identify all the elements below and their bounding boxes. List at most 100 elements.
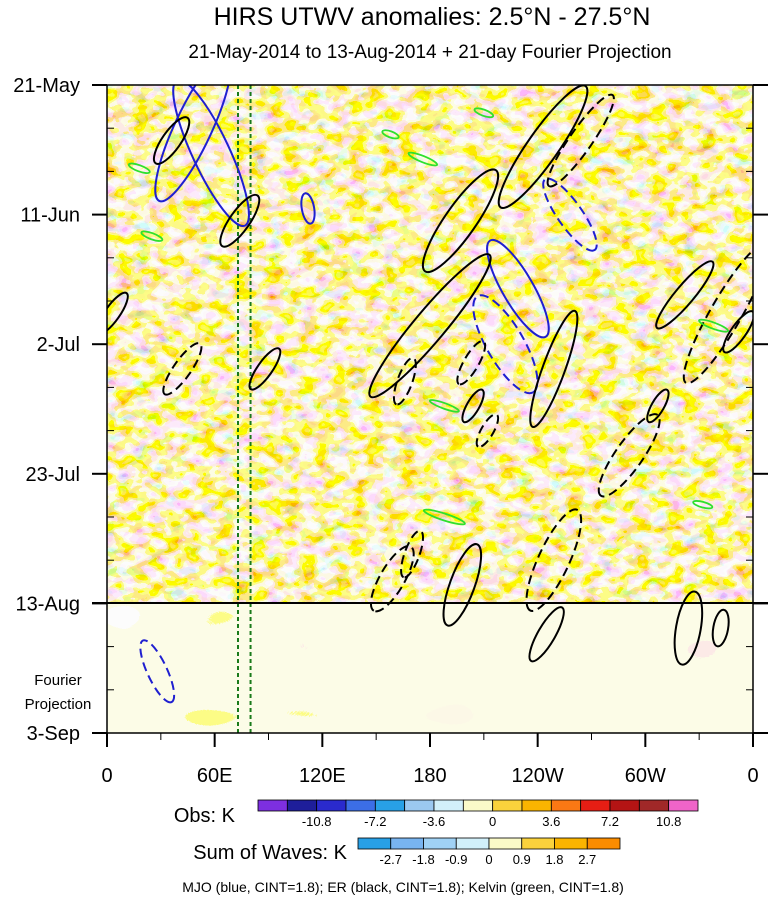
waves-colorbar-swatch [423,837,457,850]
x-tick-label: 120W [512,765,564,787]
obs-colorbar-tick: 10.8 [656,814,681,829]
obs-colorbar-swatch [316,799,347,812]
mjo-contour [542,177,598,252]
kelvin-contour [698,318,729,333]
obs-colorbar-swatch [286,799,318,812]
obs-colorbar-tick: 3.6 [542,814,560,829]
x-tick-label: 0 [101,765,112,787]
er-contour [529,309,579,429]
er-contour [655,260,715,330]
x-tick-label: 180 [413,765,446,787]
er-contour [456,340,487,386]
projection-label-line1: Fourier [34,672,82,689]
obs-colorbar-tick: 0 [489,814,496,829]
mjo-contour [486,238,550,339]
waves-colorbar-swatch [554,837,588,850]
er-contour [152,116,191,165]
waves-colorbar-swatch [357,837,392,850]
er-contour [162,342,203,396]
obs-colorbar-swatch [404,799,435,812]
er-contour [442,543,483,627]
x-tick-label: 0 [747,765,758,787]
observed-anomaly-field [107,85,753,603]
er-contour [646,388,670,424]
obs-colorbar-swatch [550,799,582,812]
wave-contours [107,85,753,704]
er-contour [597,413,661,498]
y-axis-labels: 21-May 11-Jun 2-Jul 23-Jul 13-Aug 3-Sep [13,75,80,745]
y-tick-label: 3-Sep [27,723,80,745]
obs-colorbar-swatch [580,799,611,812]
kelvin-contour [381,129,400,140]
waves-colorbar-swatch [488,837,523,850]
er-contour [528,606,565,663]
er-contour [107,291,129,336]
obs-colorbar-swatch [433,799,464,812]
waves-colorbar-swatch [521,837,555,850]
mjo-contour [172,85,250,228]
waves-colorbar: -2.7 -1.8 -0.9 0 0.9 1.8 2.7 [357,837,621,867]
kelvin-contour [407,151,439,167]
er-contour [525,508,583,612]
waves-colorbar-label: Sum of Waves: K [193,842,347,864]
er-contour [248,347,282,391]
mjo-contour [300,192,316,225]
waves-colorbar-swatch [390,837,424,850]
er-contour [400,529,424,579]
obs-colorbar-swatch [374,799,406,812]
plot-area [92,84,768,734]
kelvin-contour [140,230,164,242]
obs-colorbar-swatch [492,799,523,812]
obs-colorbar-tick: 7.2 [601,814,619,829]
y-tick-label: 23-Jul [26,464,80,486]
kelvin-contour [422,508,466,526]
er-contour [219,193,261,248]
axis-ticks [92,84,768,747]
waves-colorbar-swatch [586,837,621,850]
obs-colorbar-swatch [638,799,670,812]
obs-colorbar-swatch [521,799,552,812]
y-tick-label: 13-Aug [16,593,81,615]
x-tick-label: 60E [197,765,233,787]
reference-lines [236,85,252,733]
x-axis-labels: 0 60E 120E 180 120W 60W 0 [101,765,758,787]
obs-colorbar-swatch [257,799,288,812]
obs-colorbar-label: Obs: K [174,805,236,827]
obs-colorbar: -10.8 -7.2 -3.6 0 3.6 7.2 10.8 [257,799,699,829]
obs-colorbar-swatch [668,799,699,812]
waves-colorbar-tick: -0.9 [445,852,467,867]
projection-label-line2: Projection [25,696,92,713]
er-contour [546,93,615,188]
kelvin-contour [473,107,495,119]
projection-anomaly-field [107,603,753,733]
er-contour [475,413,500,448]
obs-colorbar-swatch [345,799,376,812]
chart-subtitle: 21-May-2014 to 13-Aug-2014 + 21-day Four… [188,42,671,63]
contour-legend-footer: MJO (blue, CINT=1.8); ER (black, CINT=1.… [182,879,624,895]
obs-colorbar-tick: -3.6 [423,814,445,829]
obs-colorbar-swatch [609,799,640,812]
kelvin-contour [428,399,460,413]
y-tick-label: 11-Jun [20,205,80,227]
waves-colorbar-tick: -1.8 [412,852,434,867]
kelvin-contour [127,162,151,174]
x-tick-label: 120E [299,765,346,787]
kelvin-contour [692,500,714,510]
er-contour [497,85,589,210]
waves-colorbar-tick: -2.7 [380,852,402,867]
y-tick-label: 2-Jul [37,334,80,356]
waves-colorbar-swatch [455,837,490,850]
waves-colorbar-tick: 0.9 [513,852,531,867]
obs-colorbar-tick: -7.2 [364,814,386,829]
er-contour [673,590,704,666]
mjo-contour [139,639,176,704]
obs-colorbar-tick: -10.8 [302,814,332,829]
waves-colorbar-tick: 0 [485,852,492,867]
er-contour [369,545,415,613]
waves-colorbar-tick: 1.8 [545,852,563,867]
obs-colorbar-swatch [462,799,494,812]
waves-colorbar-tick: 2.7 [578,852,596,867]
er-contour [711,608,730,648]
er-contour [392,356,417,406]
